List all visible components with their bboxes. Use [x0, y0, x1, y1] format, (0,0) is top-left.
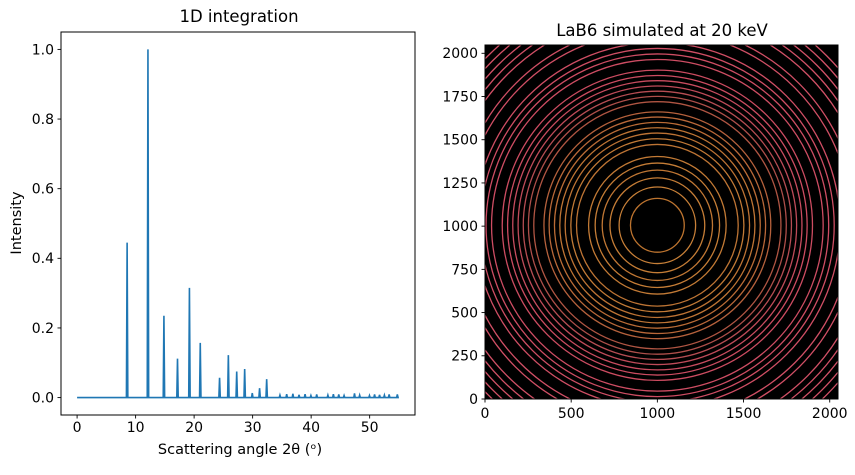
right-plot-title: LaB6 simulated at 20 keV — [556, 21, 768, 40]
diffraction-curve — [77, 49, 399, 399]
diffraction-ring — [522, 90, 793, 361]
right-plot-y-ticks: 0 250 500 750 1000 1250 1500 1750 2000 — [442, 46, 485, 408]
y-tick-label: 0.8 — [32, 112, 54, 128]
diffraction-ring — [533, 101, 782, 350]
y-tick-label: 2000 — [442, 46, 478, 62]
left-plot-xaxis-label: Scattering angle 2θ (ᵒ) — [157, 442, 323, 458]
x-tick-label: 0 — [73, 420, 82, 436]
diffraction-ring — [543, 111, 772, 340]
y-tick-label: 1750 — [442, 89, 478, 105]
right-plot-axes: 0 500 1000 1500 2000 0 250 500 750 1000 1250 1500 17… — [442, 44, 848, 422]
diffraction-ring — [517, 85, 798, 366]
y-tick-label: 1500 — [442, 133, 478, 149]
diffraction-ring — [485, 53, 830, 398]
y-tick-label: 1250 — [442, 176, 478, 192]
y-tick-label: 0.0 — [32, 390, 54, 406]
detector-image-plot — [485, 45, 838, 399]
diffraction-ring — [485, 47, 835, 399]
y-tick-label: 0.4 — [32, 251, 54, 267]
diffraction-ring — [553, 121, 761, 329]
x-tick-label: 20 — [185, 420, 203, 436]
y-tick-label: 0.6 — [32, 182, 54, 198]
left-plot-title: 1D integration — [179, 7, 299, 26]
diffraction-ring — [564, 132, 751, 319]
diffraction-ring — [527, 95, 787, 355]
diffraction-ring — [559, 127, 756, 324]
left-plot-yaxis-label: Intensity — [9, 191, 25, 255]
diffraction-ring — [587, 155, 727, 295]
diffraction-ring — [609, 177, 706, 274]
y-tick-label: 1.0 — [32, 42, 54, 58]
x-tick-label: 30 — [244, 420, 262, 436]
y-tick-label: 0 — [469, 392, 478, 408]
1d-integration-plot — [77, 49, 399, 399]
left-plot-axes: 0 10 20 30 40 50 0.0 0.2 0.4 0.6 0.8 1.0 — [32, 31, 416, 436]
x-tick-label: 2000 — [812, 406, 848, 422]
diffraction-rings — [485, 45, 838, 399]
left-plot-y-ticks: 0.0 0.2 0.4 0.6 0.8 1.0 — [32, 42, 61, 406]
x-tick-label: 10 — [127, 420, 145, 436]
diffraction-ring — [618, 186, 697, 265]
right-plot-spines — [484, 44, 839, 400]
x-tick-label: 500 — [558, 406, 585, 422]
y-tick-label: 0.2 — [32, 321, 54, 337]
diffraction-ring — [570, 138, 745, 313]
diffraction-ring — [512, 80, 803, 371]
x-tick-label: 50 — [361, 420, 379, 436]
diffraction-ring — [594, 162, 721, 289]
x-tick-label: 1500 — [726, 406, 762, 422]
left-plot-x-ticks: 0 10 20 30 40 50 — [73, 415, 379, 436]
y-tick-label: 500 — [451, 305, 478, 321]
y-tick-label: 1000 — [442, 219, 478, 235]
diffraction-ring — [575, 143, 739, 307]
right-plot-x-ticks: 0 500 1000 1500 2000 — [481, 399, 848, 422]
diffraction-ring — [506, 74, 808, 376]
diffraction-ring — [601, 169, 714, 282]
y-tick-label: 250 — [451, 349, 478, 365]
y-tick-label: 750 — [451, 262, 478, 278]
x-tick-label: 40 — [302, 420, 320, 436]
x-tick-label: 0 — [481, 406, 490, 422]
x-tick-label: 1000 — [640, 406, 676, 422]
left-plot-spines — [60, 31, 416, 416]
diffraction-ring — [548, 116, 767, 335]
diffraction-ring — [501, 69, 814, 382]
diffraction-ring — [629, 197, 685, 253]
diffraction-ring — [490, 58, 824, 392]
detector-background — [485, 45, 838, 399]
